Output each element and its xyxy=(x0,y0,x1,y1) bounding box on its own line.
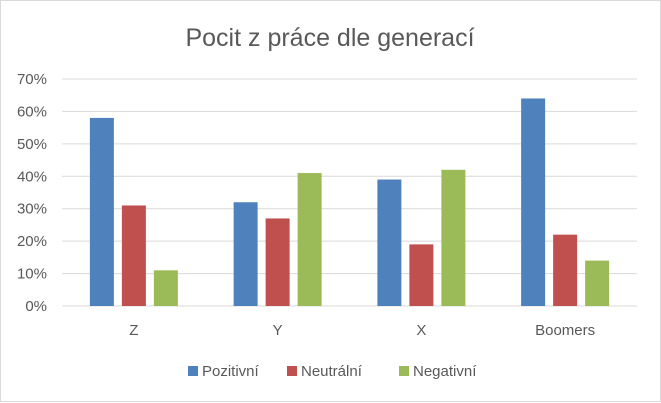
legend-swatch xyxy=(188,366,198,376)
bar-pozitivní-y xyxy=(233,202,258,306)
legend-label: Pozitivní xyxy=(202,363,260,380)
legend-label: Negativní xyxy=(413,363,477,380)
bar-neutrální-boomers xyxy=(553,234,578,306)
y-tick-label: 60% xyxy=(17,103,47,120)
y-axis-ticks: 0% 10% 20% 30% 40% 50% 60% 70% xyxy=(17,71,47,315)
bars xyxy=(89,98,610,307)
bar-neutrální-z xyxy=(121,205,146,306)
x-axis-ticks: Z Y X Boomers xyxy=(129,322,595,339)
legend-label: Neutrální xyxy=(301,363,363,380)
bar-neutrální-y xyxy=(265,218,290,306)
y-tick-label: 70% xyxy=(17,71,47,88)
chart-title: Pocit z práce dle generací xyxy=(185,24,474,52)
bar-pozitivní-boomers xyxy=(521,98,546,306)
bar-neutrální-x xyxy=(409,244,434,306)
x-tick-label: Boomers xyxy=(535,322,595,339)
y-tick-label: 40% xyxy=(17,168,47,185)
y-tick-label: 20% xyxy=(17,233,47,250)
bar-negativní-x xyxy=(441,169,466,306)
x-tick-label: Z xyxy=(129,322,138,339)
bar-pozitivní-z xyxy=(89,117,114,307)
legend: Pozitivní Neutrální Negativní xyxy=(188,363,477,380)
y-tick-label: 50% xyxy=(17,136,47,153)
legend-swatch xyxy=(287,366,297,376)
y-tick-label: 30% xyxy=(17,201,47,218)
y-tick-label: 0% xyxy=(25,298,47,315)
x-tick-label: X xyxy=(416,322,426,339)
bar-pozitivní-x xyxy=(377,179,402,306)
legend-swatch xyxy=(399,366,409,376)
y-tick-label: 10% xyxy=(17,266,47,283)
bar-negativní-y xyxy=(297,173,322,306)
gridlines xyxy=(62,78,637,307)
bar-negativní-boomers xyxy=(585,260,610,306)
x-tick-label: Y xyxy=(273,322,283,339)
bar-negativní-z xyxy=(153,270,178,306)
